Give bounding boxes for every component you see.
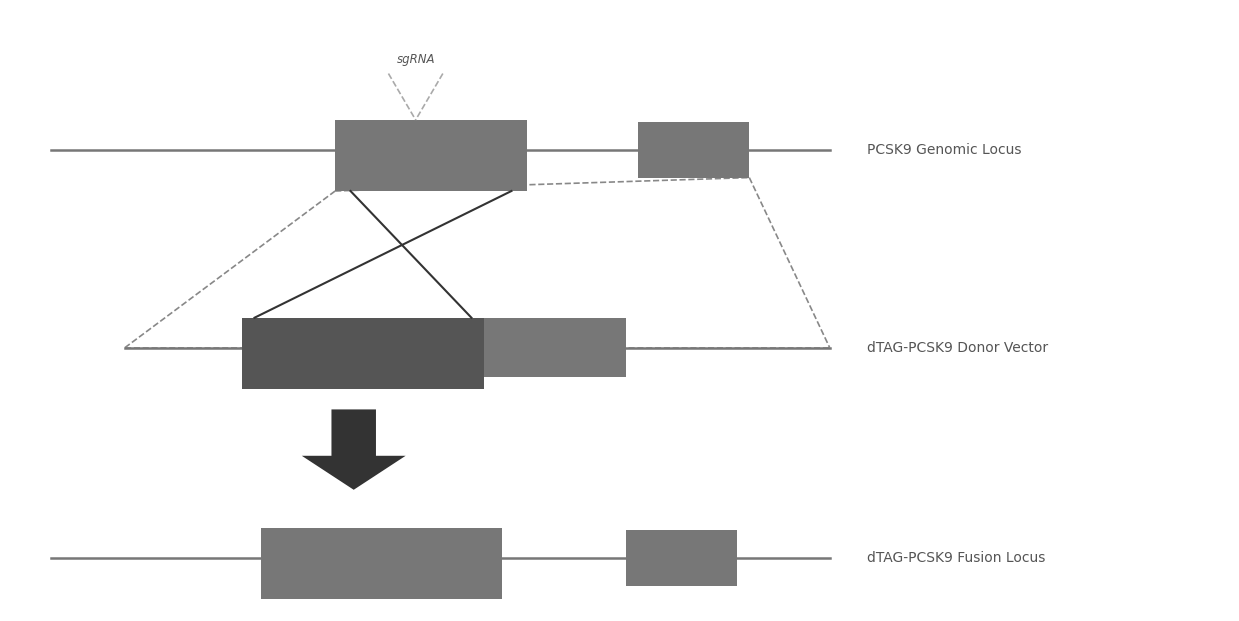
Text: sgRNA: sgRNA — [396, 53, 435, 66]
Bar — [483, 318, 626, 377]
Text: PCSK9 Genomic Locus: PCSK9 Genomic Locus — [867, 143, 1021, 156]
Polygon shape — [302, 409, 405, 490]
Bar — [638, 122, 750, 178]
Bar — [336, 120, 527, 191]
Text: dTAG-PCSK9 Fusion Locus: dTAG-PCSK9 Fusion Locus — [867, 551, 1046, 564]
Bar — [261, 528, 502, 599]
Text: dTAG-PCSK9 Donor Vector: dTAG-PCSK9 Donor Vector — [867, 340, 1048, 355]
Bar — [243, 318, 483, 389]
Bar — [626, 530, 737, 586]
